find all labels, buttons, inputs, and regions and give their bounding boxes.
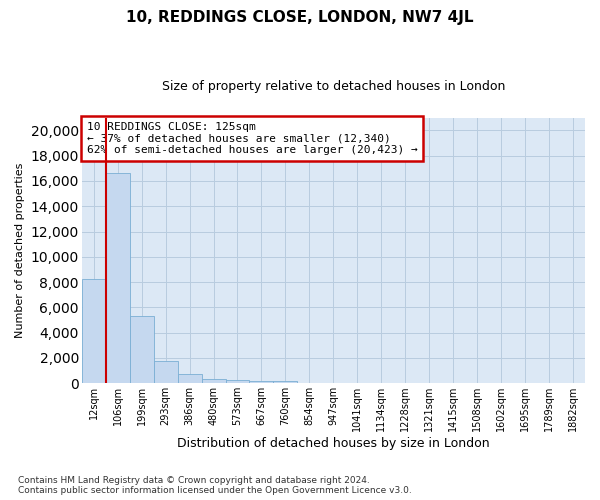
Bar [178, 374, 202, 383]
Bar [274, 381, 298, 383]
Bar [106, 173, 130, 383]
Bar [202, 378, 226, 383]
Bar [82, 279, 106, 383]
Text: 10, REDDINGS CLOSE, LONDON, NW7 4JL: 10, REDDINGS CLOSE, LONDON, NW7 4JL [126, 10, 474, 25]
Title: Size of property relative to detached houses in London: Size of property relative to detached ho… [161, 80, 505, 93]
Bar [130, 316, 154, 383]
Bar [154, 361, 178, 383]
Text: Contains HM Land Registry data © Crown copyright and database right 2024.
Contai: Contains HM Land Registry data © Crown c… [18, 476, 412, 495]
Bar [226, 380, 250, 383]
Text: 10 REDDINGS CLOSE: 125sqm
← 37% of detached houses are smaller (12,340)
62% of s: 10 REDDINGS CLOSE: 125sqm ← 37% of detac… [87, 122, 418, 155]
X-axis label: Distribution of detached houses by size in London: Distribution of detached houses by size … [177, 437, 490, 450]
Y-axis label: Number of detached properties: Number of detached properties [15, 163, 25, 338]
Bar [250, 380, 274, 383]
